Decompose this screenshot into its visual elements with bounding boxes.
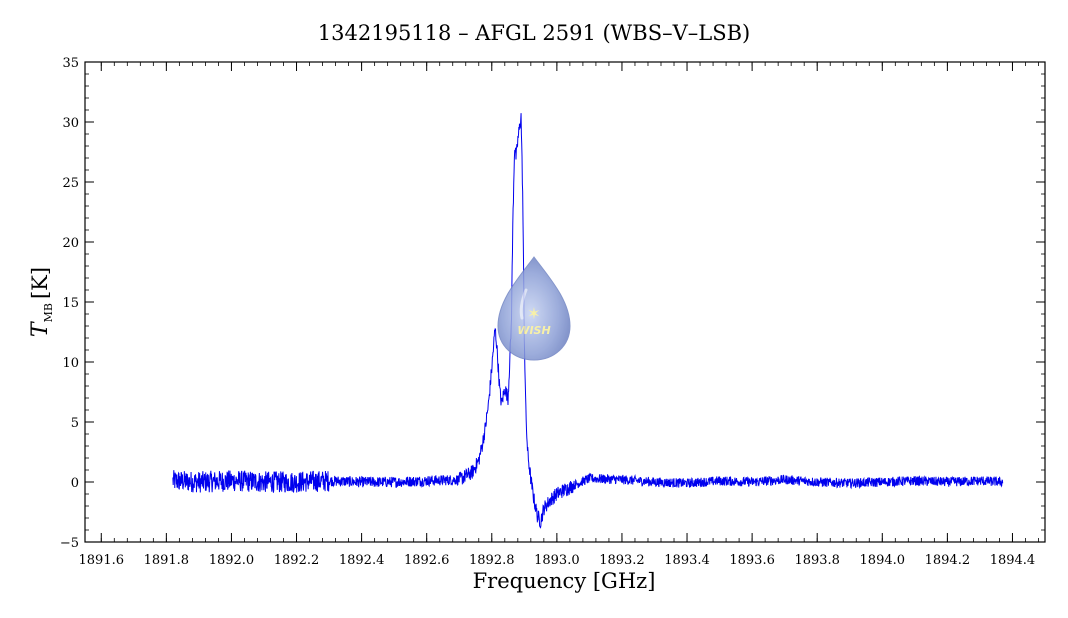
x-tick-label: 1894.2 xyxy=(925,553,971,568)
drop-highlight xyxy=(519,288,528,320)
x-tick-label: 1892.0 xyxy=(209,553,255,568)
plot-area: 1891.6 1891.8 1892.0 1892.2 1892.4 1892.6 1892… xyxy=(60,56,1046,568)
x-axis-label: Frequency [GHz] xyxy=(473,569,656,593)
y-axis-unit: [K] xyxy=(28,267,52,299)
y-tick-label: −5 xyxy=(60,536,79,551)
x-tick-label: 1892.2 xyxy=(274,553,320,568)
axis-ticks xyxy=(85,61,1045,543)
x-tick-label: 1893.2 xyxy=(599,553,645,568)
y-tick-label: 5 xyxy=(71,416,79,431)
logo-text: WISH xyxy=(517,324,550,337)
x-tick-label: 1892.8 xyxy=(469,553,515,568)
y-tick-labels: −5 0 5 10 15 20 25 30 35 xyxy=(60,56,79,551)
svg-text:TMB[K]: TMB [K] xyxy=(28,267,55,337)
x-tick-label: 1894.0 xyxy=(860,553,906,568)
x-tick-label: 1892.6 xyxy=(404,553,450,568)
star-icon: ✶ xyxy=(527,304,540,323)
y-axis-label: TMB [K] xyxy=(28,267,55,337)
plot-frame xyxy=(84,61,1046,543)
y-tick-label: 15 xyxy=(62,296,79,311)
x-tick-label: 1891.6 xyxy=(79,553,125,568)
x-tick-label: 1893.8 xyxy=(794,553,840,568)
y-tick-label: 20 xyxy=(62,236,79,251)
x-tick-label: 1893.6 xyxy=(729,553,775,568)
y-tick-label: 30 xyxy=(62,116,79,131)
spectrum-line xyxy=(172,113,1004,529)
chart-title: 1342195118 – AFGL 2591 (WBS–V–LSB) xyxy=(318,21,750,45)
y-axis-subscript: MB xyxy=(42,303,55,322)
water-drop-icon xyxy=(497,256,571,361)
x-tick-label: 1892.4 xyxy=(339,553,385,568)
y-tick-label: 35 xyxy=(62,56,79,71)
y-axis-symbol: T xyxy=(28,320,53,337)
x-tick-labels: 1891.6 1891.8 1892.0 1892.2 1892.4 1892.6 1892… xyxy=(79,553,1036,568)
wish-logo: ✶ WISH xyxy=(497,256,571,361)
y-tick-label: 25 xyxy=(62,176,79,191)
x-tick-label: 1891.8 xyxy=(144,553,190,568)
y-tick-label: 0 xyxy=(71,476,79,491)
y-tick-label: 10 xyxy=(62,356,79,371)
x-tick-label: 1894.4 xyxy=(990,553,1036,568)
x-tick-label: 1893.0 xyxy=(534,553,580,568)
x-tick-label: 1893.4 xyxy=(664,553,710,568)
